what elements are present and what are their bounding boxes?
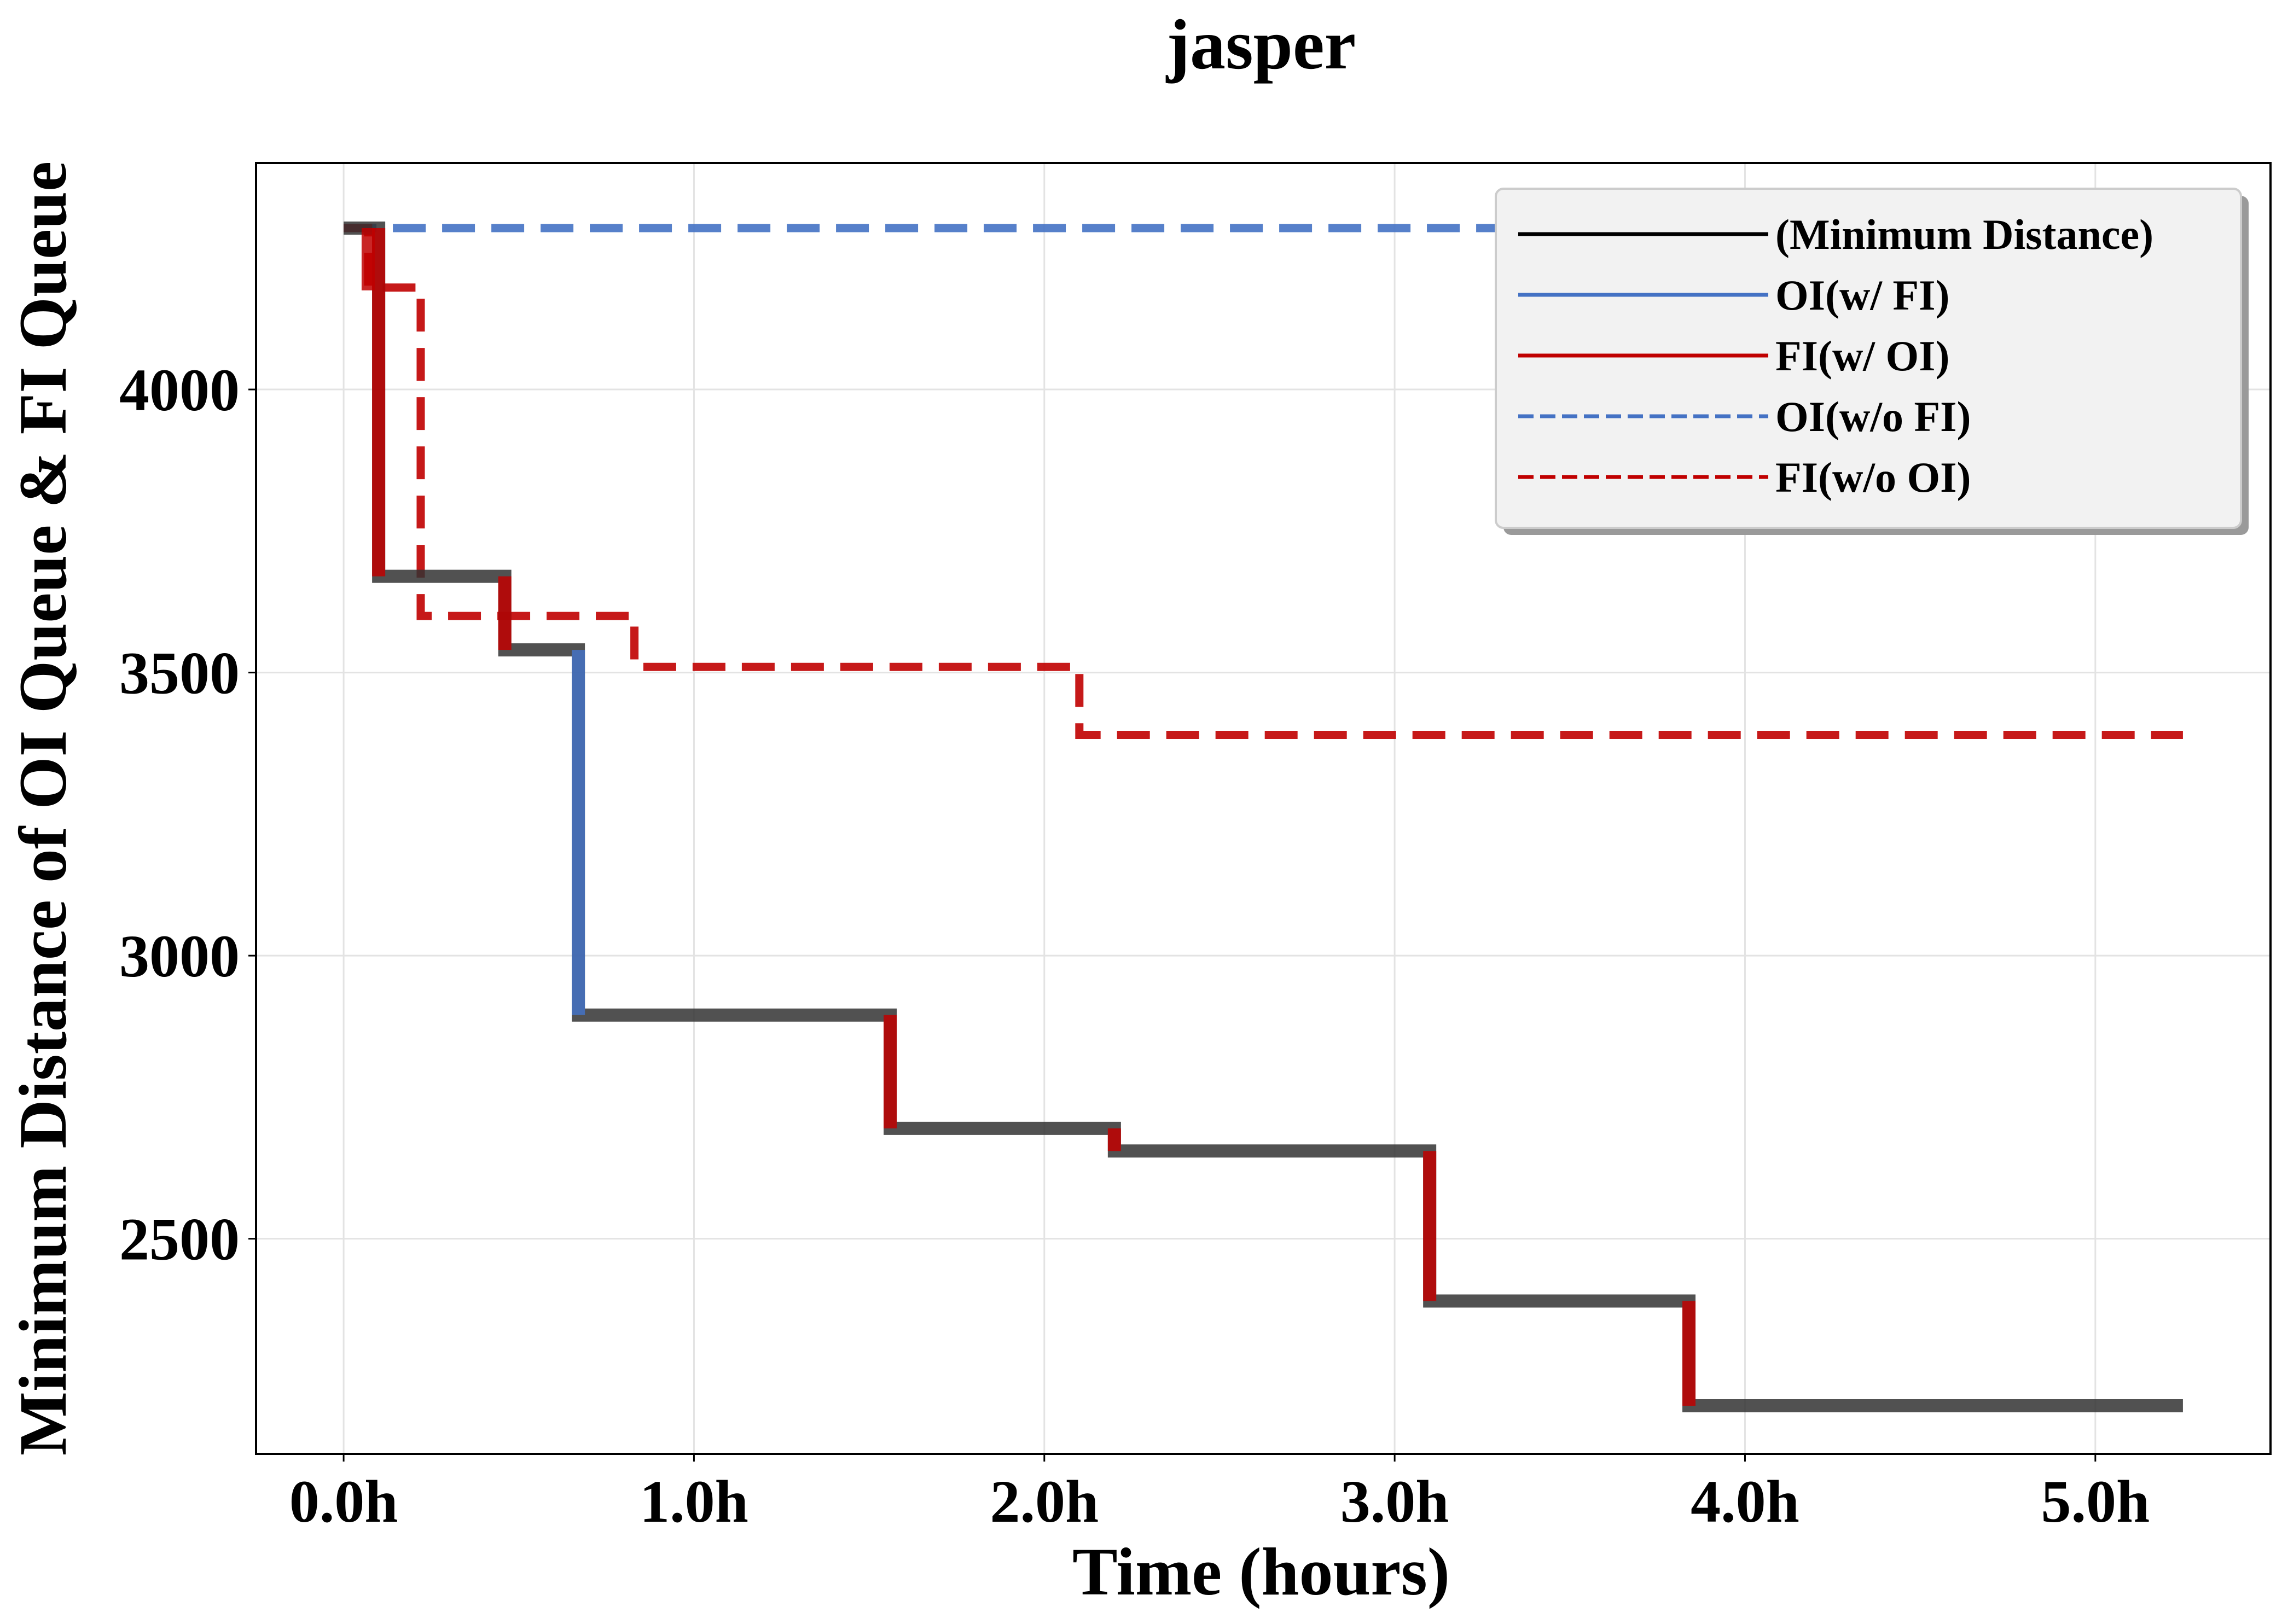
x-tick-label: 5.0h: [2041, 1468, 2150, 1535]
y-axis-ticks: 2500 3000 3500 4000: [119, 357, 256, 1273]
x-axis-label: Time (hours): [1072, 1534, 1450, 1609]
legend-label-minimum-distance: (Minimum Distance): [1775, 211, 2153, 258]
legend: (Minimum Distance) OI(w/ FI) FI(w/ OI) OI(w…: [1495, 188, 2249, 535]
legend-box: [1495, 188, 2242, 529]
chart-title: jasper: [1165, 5, 1356, 84]
x-tick-label: 3.0h: [1340, 1468, 1449, 1535]
y-tick-label: 4000: [119, 357, 240, 423]
plot-frame: [255, 162, 2272, 1455]
series-layer: [344, 222, 2183, 1413]
y-tick-label: 3500: [119, 640, 240, 707]
legend-label-fi-w-o-oi: FI(w/o OI): [1775, 453, 1971, 501]
legend-label-fi-w-oi: FI(w/ OI): [1775, 332, 1949, 380]
y-axis-label: Minimum Distance of OI Queue & FI Queue: [5, 161, 80, 1456]
x-tick-label: 2.0h: [990, 1468, 1099, 1535]
x-axis-ticks: 0.0h 1.0h 2.0h 3.0h 4.0h 5.0h: [289, 1454, 2150, 1535]
legend-label-oi-w-fi: OI(w/ FI): [1775, 271, 1949, 319]
x-tick-label: 4.0h: [1691, 1468, 1799, 1535]
x-tick-label: 1.0h: [640, 1468, 748, 1535]
legend-label-oi-w-o-fi: OI(w/o FI): [1775, 393, 1971, 440]
y-tick-label: 3000: [119, 923, 240, 989]
x-tick-label: 0.0h: [289, 1468, 398, 1535]
y-tick-label: 2500: [119, 1206, 240, 1273]
legend-items: (Minimum Distance) OI(w/ FI) FI(w/ OI) OI(w…: [1518, 211, 2153, 501]
